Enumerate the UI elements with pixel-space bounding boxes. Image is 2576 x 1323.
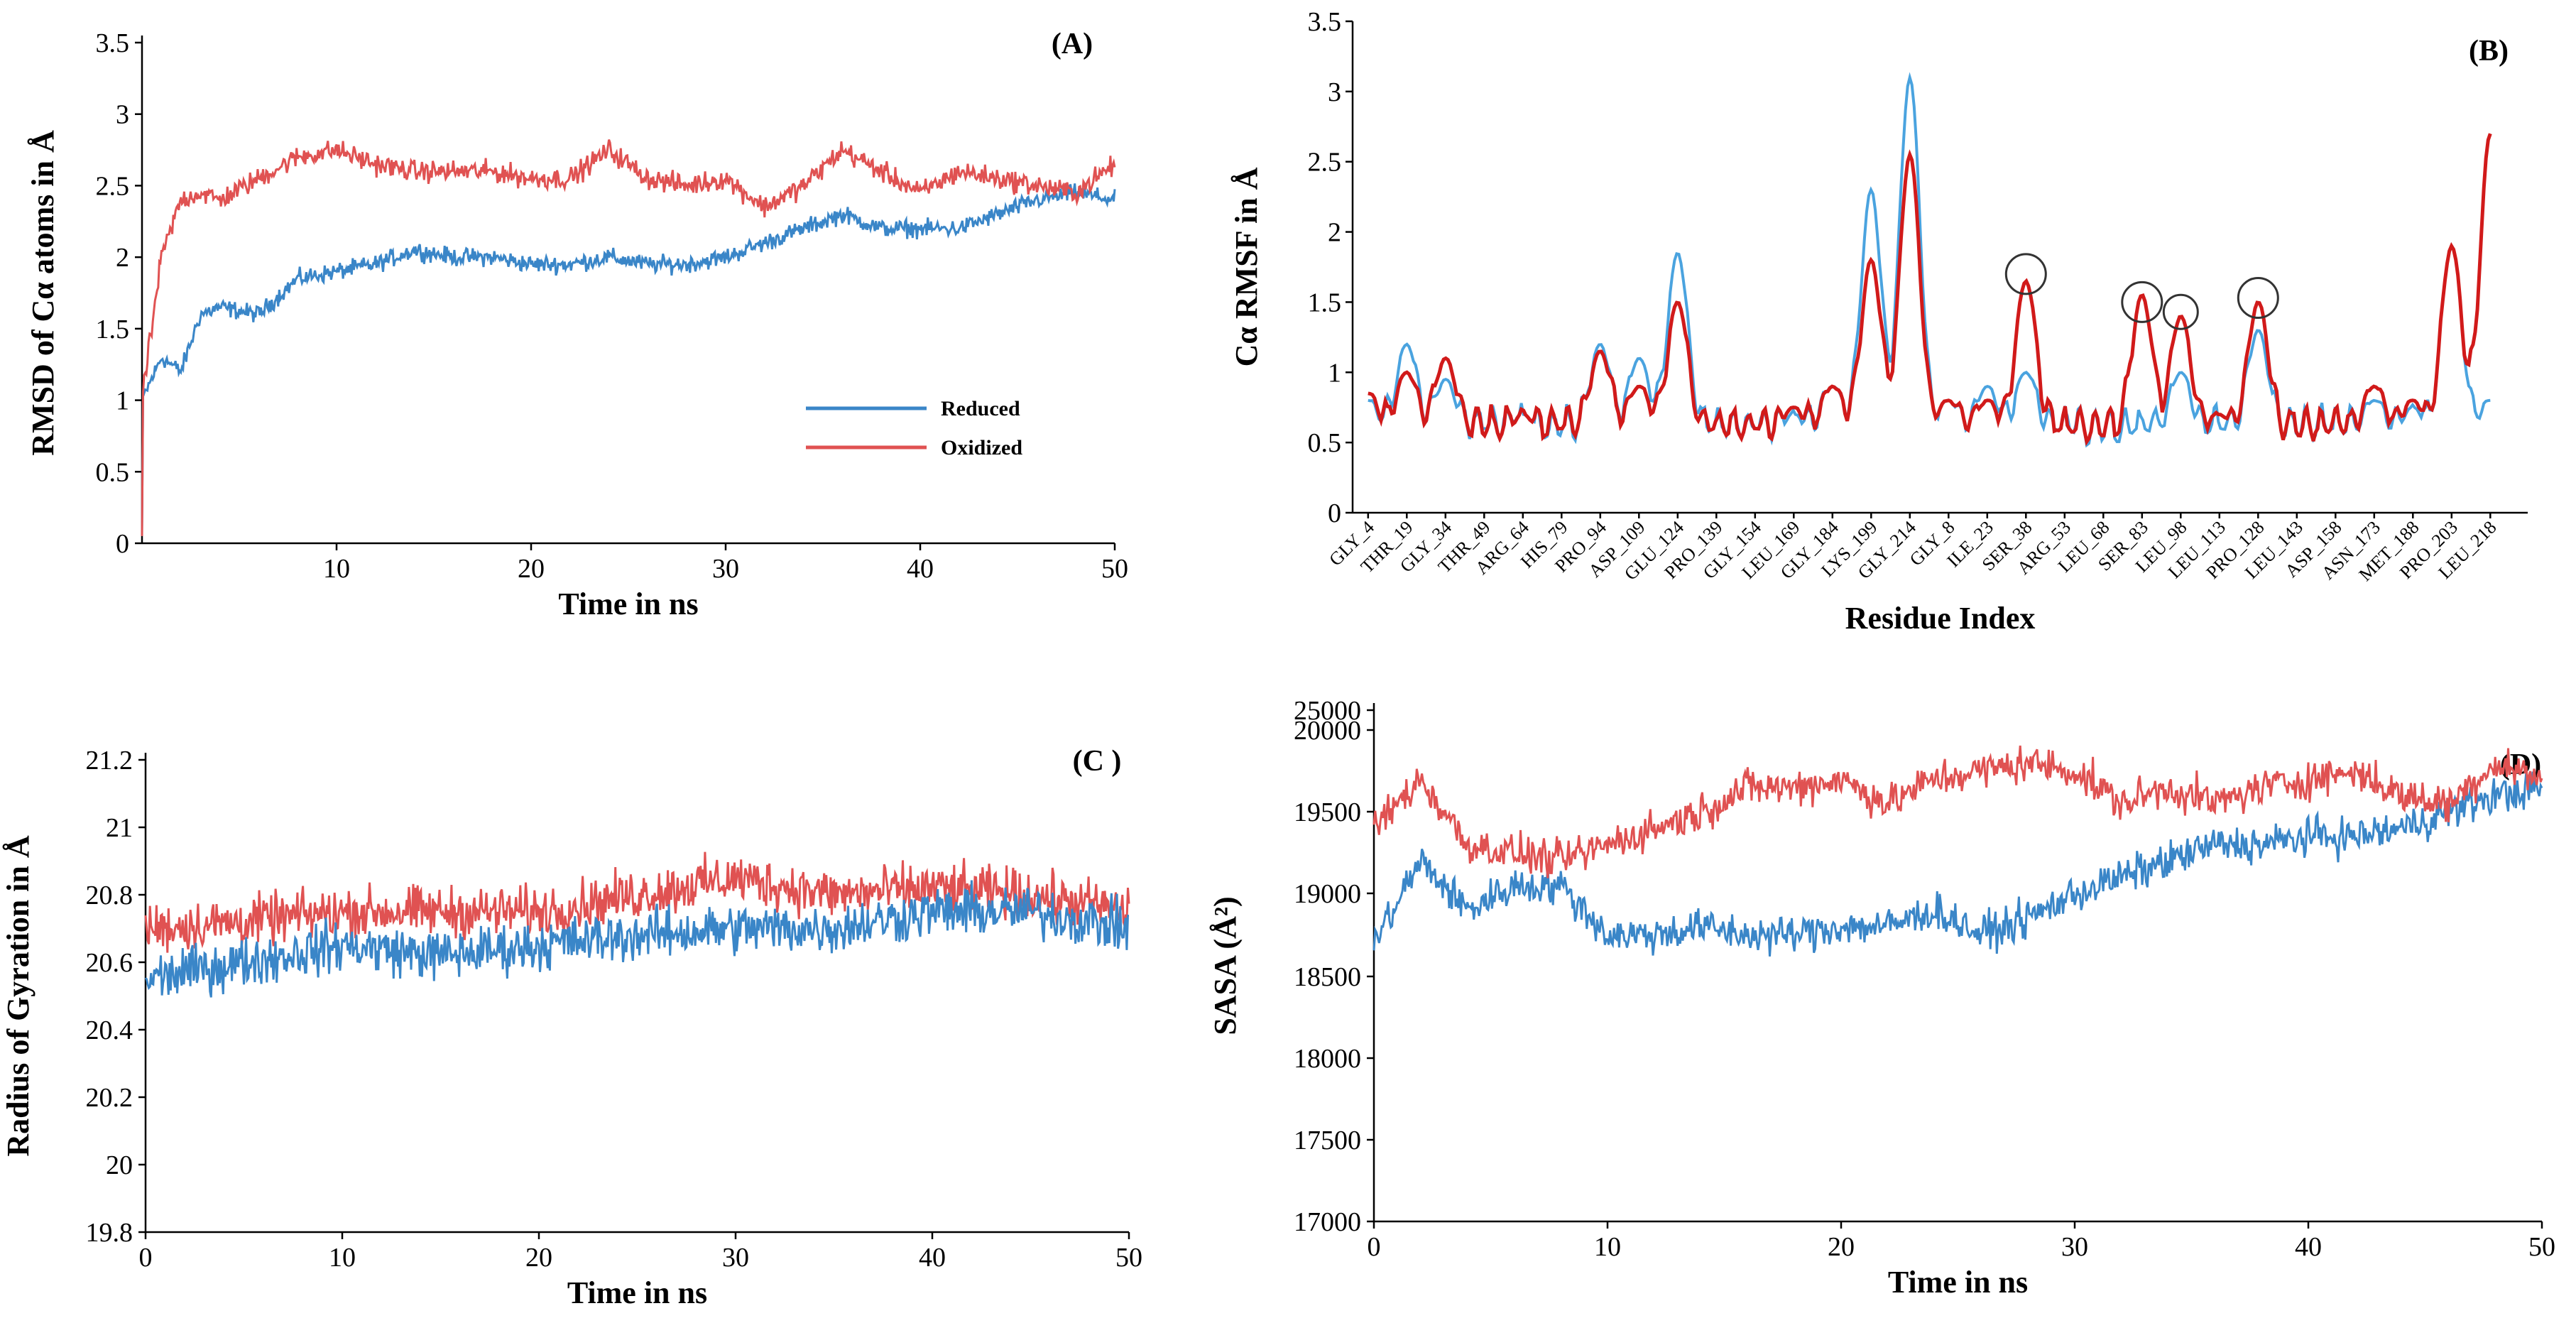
x-tick-label: 30 [722, 1243, 749, 1273]
y-axis-label: RMSD of Cα atoms in Å [26, 130, 60, 456]
x-tick-label: 50 [1101, 554, 1128, 584]
y-tick-label: 1.5 [96, 315, 130, 344]
y-tick-label: 21.2 [86, 746, 133, 775]
panel-d: 17000 17500 18000 18500 19000 19500 2000025000… [1208, 696, 2555, 1300]
y-tick-label: 0 [1328, 499, 1341, 528]
x-tick-label: 40 [919, 1243, 946, 1273]
legend-oxidized-label: Oxidized [941, 436, 1022, 459]
x-axis-label: Time in ns [558, 587, 698, 621]
y-tick-label: 20.8 [86, 881, 133, 910]
panel-c: 19.8 20 20.2 20.4 20.6 20.8 21 21.2 0 10 20 30 40 50 T… [1, 745, 1142, 1310]
x-tick-label: 30 [712, 554, 739, 584]
y-tick-label: 18500 [1294, 962, 1361, 992]
x-tick-label: 50 [1115, 1243, 1142, 1273]
x-tick-label: 0 [1368, 1232, 1381, 1262]
annotation-circle [2121, 281, 2163, 323]
y-tick-label: 0.5 [96, 457, 130, 487]
x-tick-label: 40 [2295, 1232, 2322, 1262]
y-tick-label: 20.4 [86, 1016, 133, 1045]
y-tick-label: 1 [1328, 358, 1341, 388]
y-axis-label: Radius of Gyration in Å [1, 835, 36, 1157]
y-tick-label: 2.5 [96, 171, 130, 201]
series-reduced-line [141, 183, 1116, 536]
x-tick-label: 0 [139, 1243, 153, 1273]
y-tick-label: 25000 [1294, 696, 1361, 726]
annotation-circle [2004, 253, 2047, 295]
y-tick-label: 2 [116, 243, 129, 273]
panel-label: (A) [1052, 28, 1093, 60]
panel-label: (B) [2469, 35, 2509, 67]
x-tick-label: 50 [2528, 1232, 2555, 1262]
series-oxidized-line [141, 139, 1116, 536]
series-oxidized-line [1372, 745, 2543, 878]
y-tick-label: 17000 [1294, 1207, 1361, 1237]
y-tick-label: 1.5 [1308, 288, 1342, 317]
y-tick-label: 20 [106, 1150, 133, 1180]
y-tick-label: 17500 [1294, 1126, 1361, 1155]
y-axis-label: SASA (Å²) [1208, 896, 1243, 1035]
y-tick-label: 3.5 [1308, 7, 1342, 37]
y-tick-label: 0.5 [1308, 428, 1342, 458]
y-tick-label: 1 [116, 386, 129, 416]
y-tick-label: 3 [1328, 77, 1341, 107]
annotation-circle [2237, 276, 2279, 319]
y-tick-label: 3 [116, 100, 129, 130]
y-tick-label: 21 [106, 813, 133, 843]
x-tick-label: 20 [518, 554, 545, 584]
x-tick-label: 10 [1594, 1232, 1621, 1262]
x-tick-label: 10 [323, 554, 350, 584]
x-axis-label: Time in ns [567, 1275, 707, 1310]
x-tick-label: 30 [2061, 1232, 2088, 1262]
series-oxidized-line [1368, 133, 2492, 447]
panel-a: 0 0.5 1 1.5 2 2.5 3 3.5 10 20 30 40 50 Time in ns RMSD… [26, 28, 1128, 621]
series-reduced-line [1372, 771, 2543, 957]
x-tick-label: 20 [525, 1243, 552, 1273]
panel-label: (C ) [1073, 745, 1122, 778]
y-tick-label: 19.8 [86, 1218, 133, 1248]
x-axis-label: Time in ns [1888, 1265, 2028, 1300]
y-tick-label: 3.5 [96, 28, 130, 58]
series-reduced-line [144, 880, 1130, 998]
x-tick-label: 20 [1828, 1232, 1855, 1262]
y-tick-label: 19500 [1294, 797, 1361, 827]
x-tick-label: 40 [907, 554, 934, 584]
annotation-circle [2162, 293, 2199, 330]
legend-reduced-label: Reduced [941, 397, 1020, 420]
y-tick-label: 20.2 [86, 1083, 133, 1113]
y-tick-label: 19000 [1294, 879, 1361, 909]
y-tick-label: 2 [1328, 218, 1341, 248]
y-tick-label: 2.5 [1308, 148, 1342, 178]
y-tick-label: 20.6 [86, 948, 133, 978]
y-axis-label: Cα RMSF in Å [1229, 167, 1264, 366]
y-tick-label: 20000 [1294, 716, 1361, 746]
x-tick-label: 10 [329, 1243, 356, 1273]
x-axis-label: Residue Index [1845, 601, 2036, 636]
panel-b: 00.511.522.533.5GLY_4THR_19GLY_34THR_49A… [1229, 7, 2528, 636]
y-tick-label: 18000 [1294, 1044, 1361, 1074]
y-tick-label: 0 [116, 529, 129, 559]
